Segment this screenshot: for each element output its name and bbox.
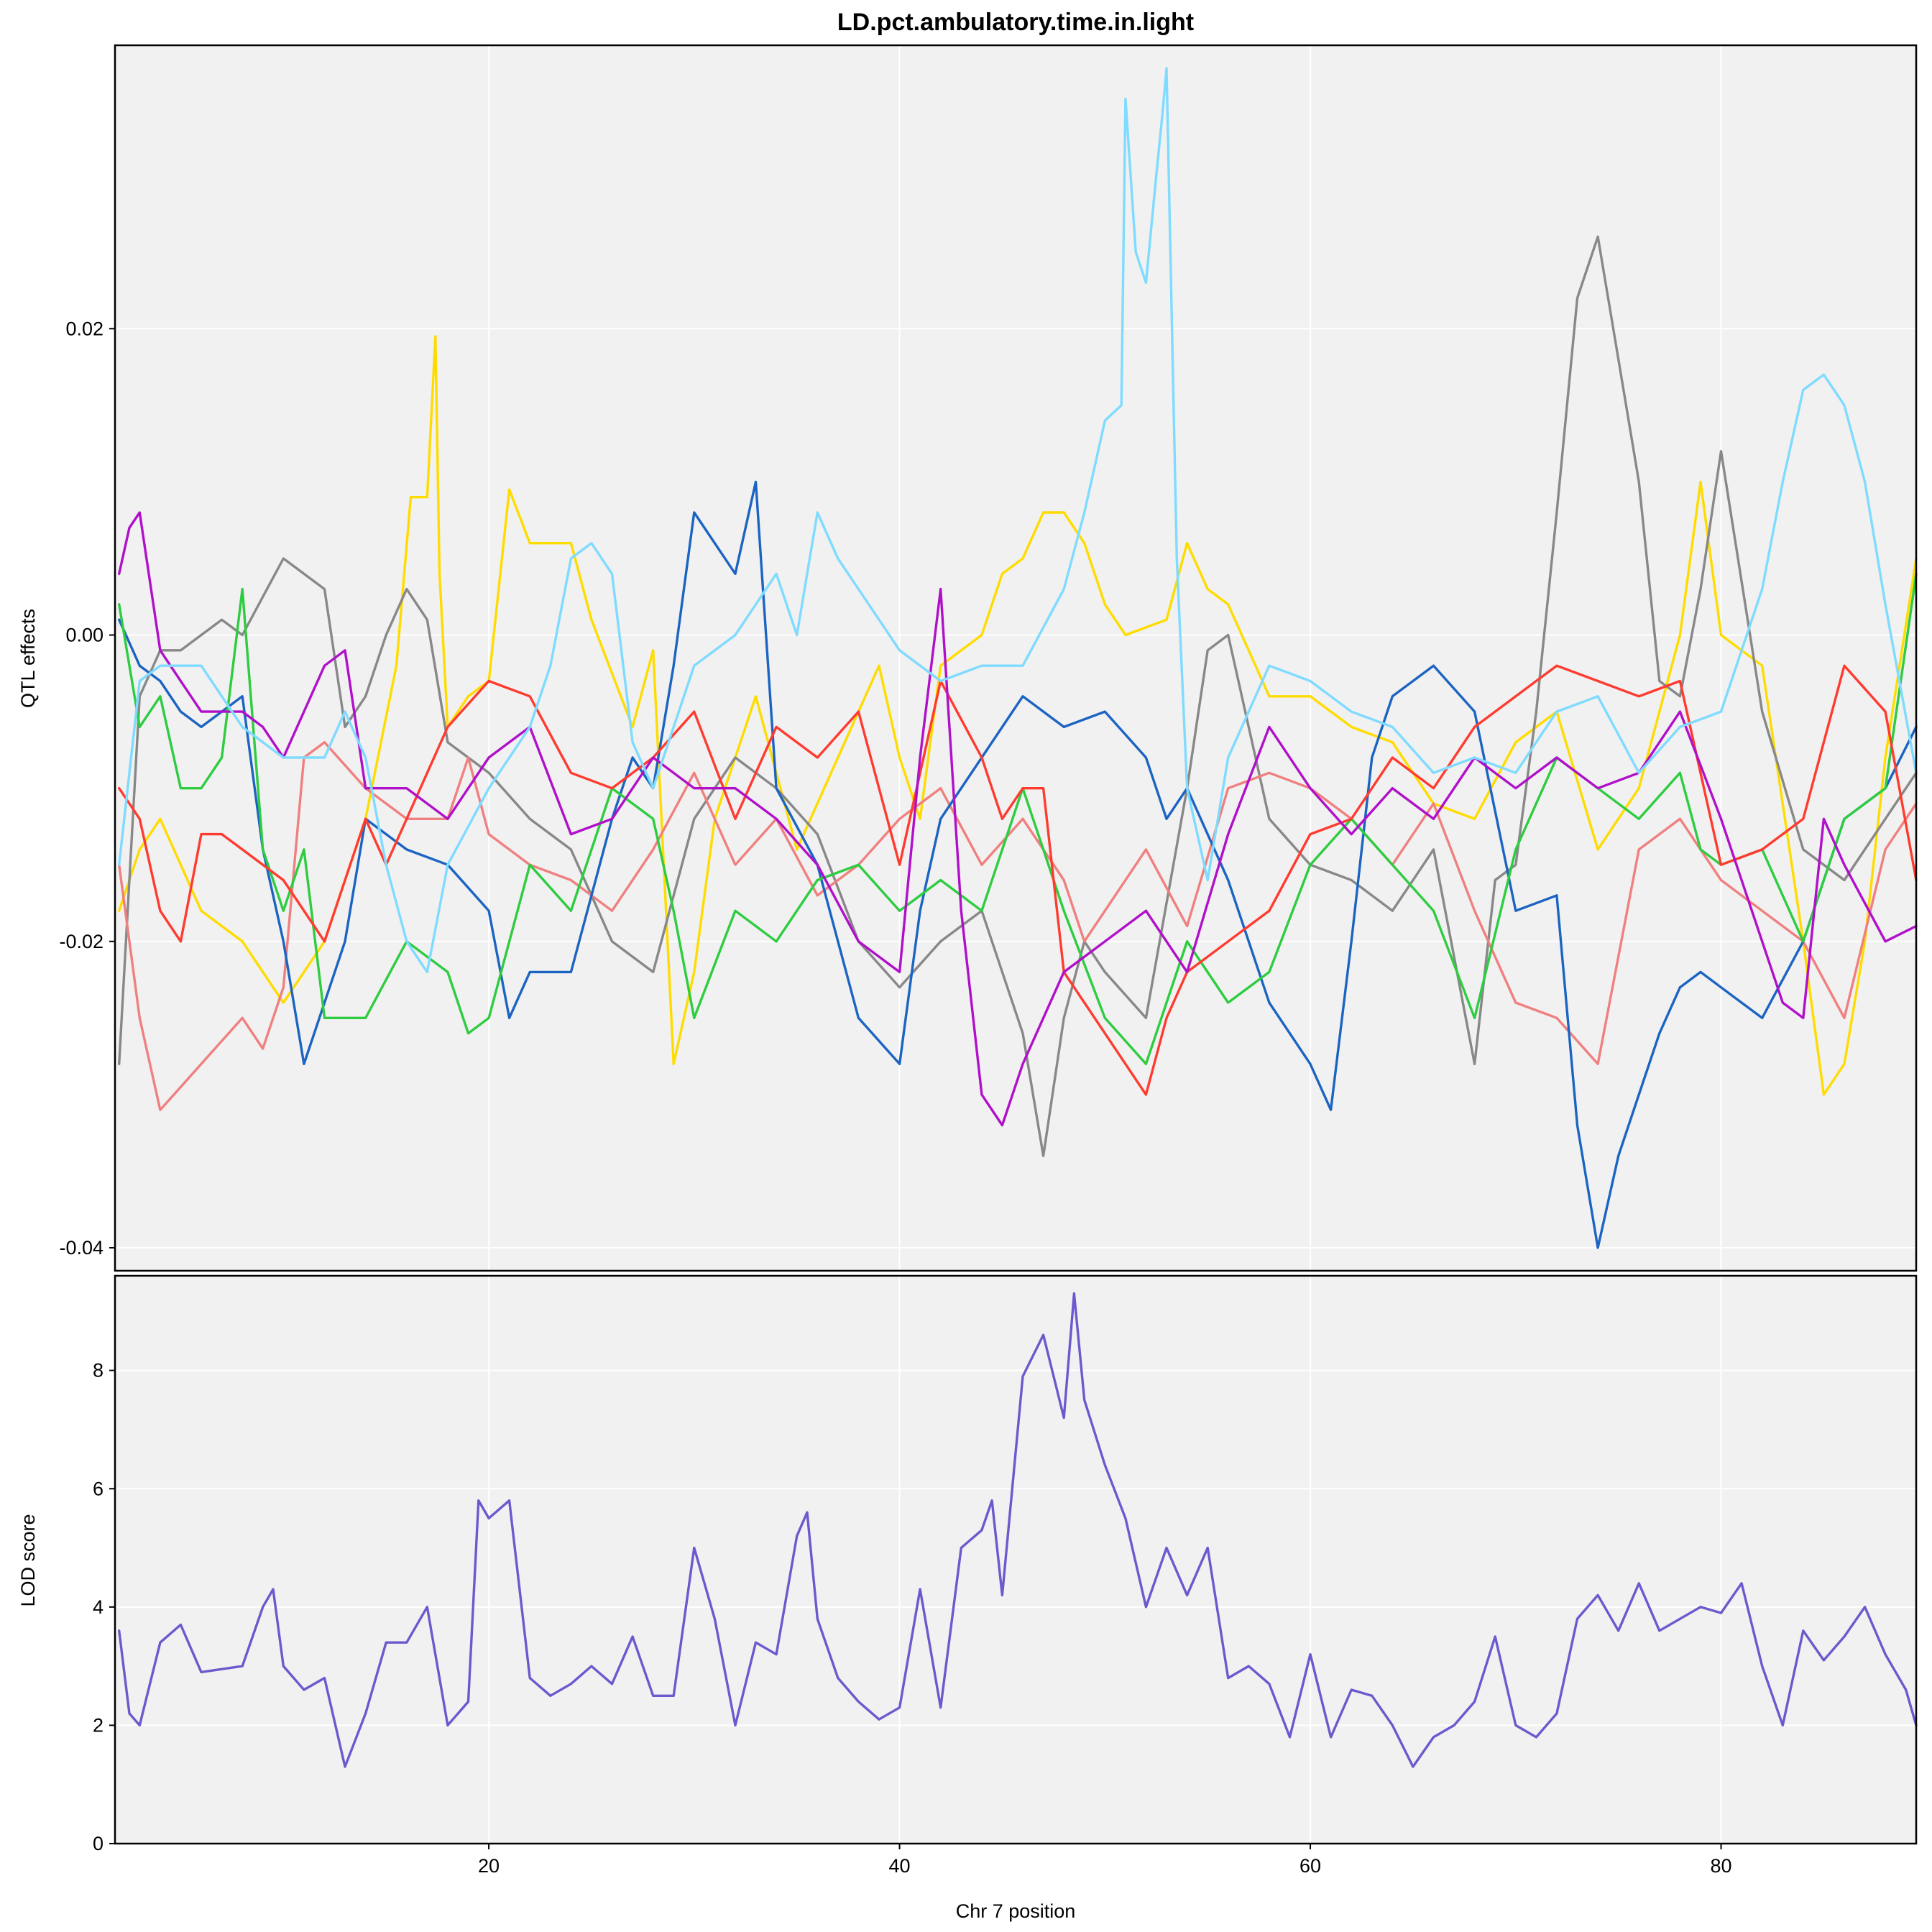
effects-panel-frame: [114, 44, 1918, 1272]
effects-y-ticks: -0.04 -0.02 0.00 0.02: [59, 318, 115, 1259]
effects-y-axis-label: QTL effects: [17, 609, 39, 708]
x-tick-label-3: 80: [1711, 1855, 1732, 1877]
effects-series-line-3: [118, 480, 1918, 1249]
lod-y-tick-label-2: 4: [93, 1596, 104, 1618]
lod-panel-background: [115, 1276, 1916, 1844]
effects-series-line-5: [118, 664, 1918, 1096]
effects-series-line-4: [118, 572, 1918, 1065]
effects-series-group: [118, 67, 1918, 1249]
lod-panel-frame: [114, 1274, 1918, 1845]
lod-y-axis-label: LOD score: [17, 1514, 39, 1606]
x-tick-label-1: 40: [889, 1855, 911, 1877]
effects-series-line-7: [118, 67, 1918, 974]
lod-panel: 0 2 4 6 8 20 40 60 80 LOD score Chr 7 position: [17, 1274, 1918, 1922]
chart-title: LD.pct.ambulatory.time.in.light: [837, 9, 1194, 36]
x-tick-label-2: 60: [1300, 1855, 1321, 1877]
effects-series-line-0: [118, 335, 1918, 1096]
effects-panel-background: [115, 45, 1916, 1271]
lod-y-tick-label-4: 8: [93, 1360, 104, 1381]
lod-x-ticks: 20 40 60 80: [478, 1844, 1732, 1877]
effects-series-line-2: [118, 741, 1918, 1111]
effects-y-tick-label-1: -0.02: [59, 931, 104, 952]
effects-y-tick-label-2: 0.00: [65, 625, 104, 646]
effects-panel: -0.04 -0.02 0.00 0.02 QTL effects: [17, 44, 1918, 1272]
lod-y-tick-label-1: 2: [93, 1714, 104, 1736]
effects-y-tick-label-3: 0.02: [65, 318, 104, 339]
x-tick-label-0: 20: [478, 1855, 500, 1877]
effects-series-line-1: [118, 235, 1918, 1157]
x-axis-label: Chr 7 position: [956, 1900, 1076, 1922]
lod-series-group: [118, 1292, 1918, 1768]
lod-y-tick-label-3: 6: [93, 1478, 104, 1499]
lod-y-ticks: 0 2 4 6 8: [93, 1360, 115, 1854]
lod-series-line-0: [118, 1292, 1918, 1768]
effects-y-tick-label-0: -0.04: [59, 1237, 104, 1259]
effects-grid: [115, 45, 1916, 1271]
lod-y-tick-label-0: 0: [93, 1833, 104, 1854]
